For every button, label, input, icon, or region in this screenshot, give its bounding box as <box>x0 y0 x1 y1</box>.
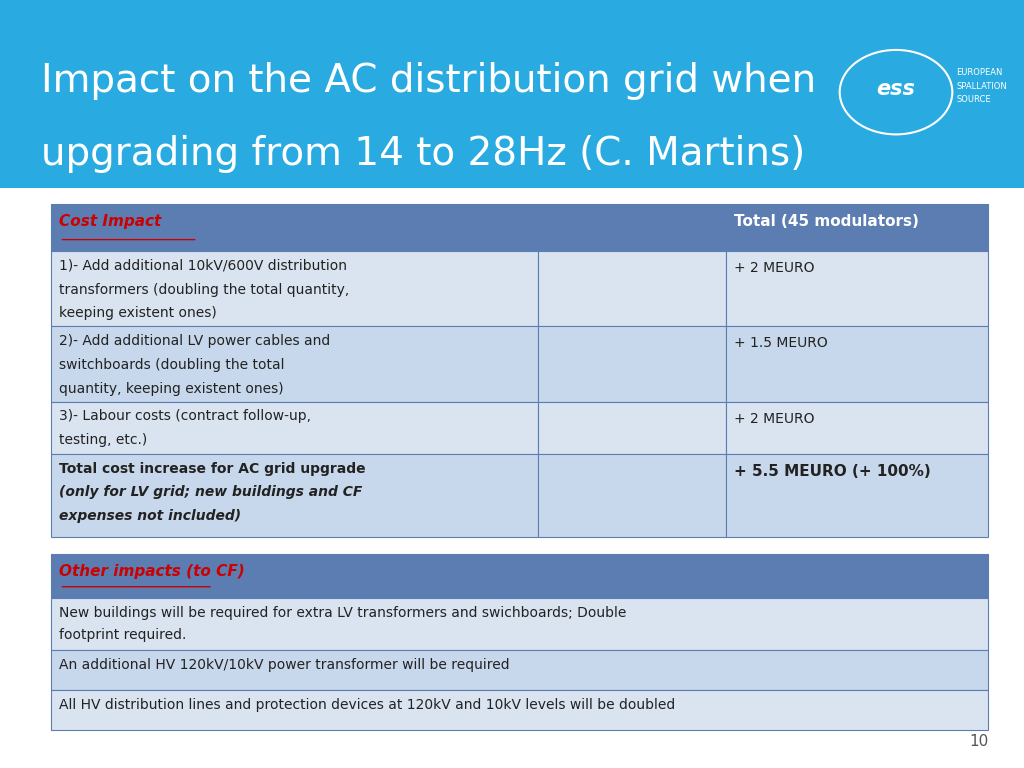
FancyBboxPatch shape <box>51 598 988 650</box>
Text: EUROPEAN: EUROPEAN <box>956 68 1002 77</box>
FancyBboxPatch shape <box>51 650 988 690</box>
Text: 2)- Add additional LV power cables and: 2)- Add additional LV power cables and <box>59 334 331 348</box>
FancyBboxPatch shape <box>51 402 539 454</box>
Text: ess: ess <box>877 79 915 99</box>
Text: Total (45 modulators): Total (45 modulators) <box>734 214 919 229</box>
FancyBboxPatch shape <box>51 204 539 251</box>
FancyBboxPatch shape <box>51 326 539 402</box>
Text: Total cost increase for AC grid upgrade: Total cost increase for AC grid upgrade <box>59 462 366 475</box>
FancyBboxPatch shape <box>539 204 726 251</box>
Text: + 5.5 MEURO (+ 100%): + 5.5 MEURO (+ 100%) <box>734 464 931 479</box>
FancyBboxPatch shape <box>51 554 539 598</box>
Text: Impact on the AC distribution grid when: Impact on the AC distribution grid when <box>41 61 816 100</box>
Text: footprint required.: footprint required. <box>59 628 186 642</box>
FancyBboxPatch shape <box>726 554 988 598</box>
Text: keeping existent ones): keeping existent ones) <box>59 306 217 320</box>
Text: Cost Impact: Cost Impact <box>59 214 162 229</box>
Text: switchboards (doubling the total: switchboards (doubling the total <box>59 358 285 372</box>
FancyBboxPatch shape <box>726 204 988 251</box>
FancyBboxPatch shape <box>0 0 1024 188</box>
FancyBboxPatch shape <box>51 690 988 730</box>
Text: 10: 10 <box>969 733 988 749</box>
Text: Other impacts (to CF): Other impacts (to CF) <box>59 564 245 579</box>
Text: An additional HV 120kV/10kV power transformer will be required: An additional HV 120kV/10kV power transf… <box>59 658 510 672</box>
FancyBboxPatch shape <box>51 454 539 537</box>
Text: expenses not included): expenses not included) <box>59 509 242 523</box>
FancyBboxPatch shape <box>51 251 539 326</box>
FancyBboxPatch shape <box>539 326 726 402</box>
FancyBboxPatch shape <box>726 326 988 402</box>
FancyBboxPatch shape <box>539 454 726 537</box>
FancyBboxPatch shape <box>539 402 726 454</box>
FancyBboxPatch shape <box>539 554 726 598</box>
FancyBboxPatch shape <box>726 251 988 326</box>
Text: SOURCE: SOURCE <box>956 95 991 104</box>
Text: + 1.5 MEURO: + 1.5 MEURO <box>734 336 827 350</box>
Text: + 2 MEURO: + 2 MEURO <box>734 261 814 275</box>
Text: SPALLATION: SPALLATION <box>956 81 1008 91</box>
Text: + 2 MEURO: + 2 MEURO <box>734 412 814 425</box>
Text: 3)- Labour costs (contract follow-up,: 3)- Labour costs (contract follow-up, <box>59 409 311 423</box>
Text: (only for LV grid; new buildings and CF: (only for LV grid; new buildings and CF <box>59 485 362 499</box>
Text: 1)- Add additional 10kV/600V distribution: 1)- Add additional 10kV/600V distributio… <box>59 259 347 273</box>
Text: transformers (doubling the total quantity,: transformers (doubling the total quantit… <box>59 283 349 296</box>
Text: quantity, keeping existent ones): quantity, keeping existent ones) <box>59 382 284 396</box>
Text: All HV distribution lines and protection devices at 120kV and 10kV levels will b: All HV distribution lines and protection… <box>59 698 676 712</box>
Text: testing, etc.): testing, etc.) <box>59 433 147 447</box>
Text: upgrading from 14 to 28Hz (C. Martins): upgrading from 14 to 28Hz (C. Martins) <box>41 134 805 173</box>
FancyBboxPatch shape <box>726 402 988 454</box>
Text: New buildings will be required for extra LV transformers and swichboards; Double: New buildings will be required for extra… <box>59 606 627 620</box>
FancyBboxPatch shape <box>726 454 988 537</box>
FancyBboxPatch shape <box>539 251 726 326</box>
